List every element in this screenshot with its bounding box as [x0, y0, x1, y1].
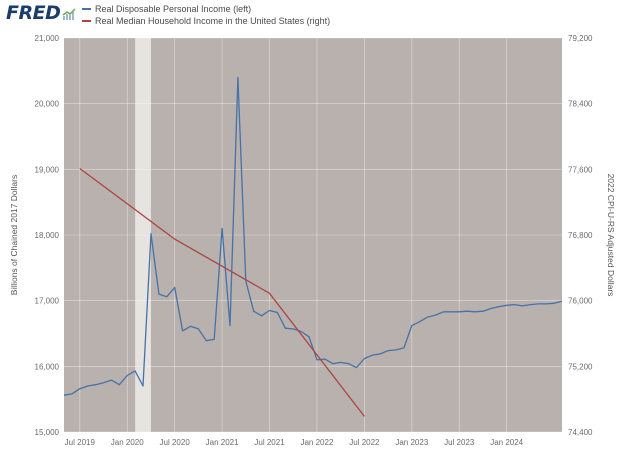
- y-right-tick-label: 78,400: [568, 100, 593, 109]
- y-left-tick-label: 21,000: [35, 34, 60, 43]
- x-tick-label: Jan 2020: [111, 438, 144, 447]
- y-axis-right-title: 2022 CPI-U-RS Adjusted Dollars: [606, 174, 616, 297]
- legend-label-left: Real Disposable Personal Income (left): [95, 4, 252, 14]
- y-left-tick-label: 19,000: [35, 165, 60, 174]
- x-tick-label: Jul 2019: [65, 438, 96, 447]
- series-line-disposable-income: [63, 76, 563, 396]
- y-right-tick-label: 79,200: [568, 34, 593, 43]
- logo-text: FRED: [6, 2, 61, 24]
- chart-trend-icon: [62, 8, 77, 21]
- y-right-tick-label: 74,400: [568, 428, 593, 437]
- x-tick-label: Jan 2021: [206, 438, 239, 447]
- legend-swatch-red: [82, 20, 91, 22]
- y-right-tick-label: 76,800: [568, 231, 593, 240]
- legend-item-left-series[interactable]: Real Disposable Personal Income (left): [82, 3, 330, 15]
- y-left-tick-label: 16,000: [35, 362, 60, 371]
- x-tick-label: Jan 2022: [300, 438, 333, 447]
- x-tick-label: Jul 2023: [444, 438, 475, 447]
- y-axis-left-title: Billions of Chained 2017 Dollars: [9, 175, 19, 296]
- y-left-tick-label: 15,000: [35, 428, 60, 437]
- y-left-tick-label: 20,000: [35, 100, 60, 109]
- legend-swatch-blue: [82, 8, 91, 10]
- chart-legend: Real Disposable Personal Income (left) R…: [82, 3, 330, 27]
- chart-header: FRED Real Disposable Personal Income (le…: [0, 0, 620, 34]
- x-tick-label: Jan 2024: [490, 438, 523, 447]
- y-right-tick-label: 76,000: [568, 297, 593, 306]
- y-left-tick-label: 18,000: [35, 231, 60, 240]
- x-tick-label: Jul 2022: [349, 438, 380, 447]
- y-left-tick-label: 17,000: [35, 297, 60, 306]
- legend-item-right-series[interactable]: Real Median Household Income in the Unit…: [82, 15, 330, 27]
- y-right-tick-label: 77,600: [568, 165, 593, 174]
- series-line-median-household-income: [79, 167, 365, 417]
- x-tick-label: Jul 2021: [254, 438, 285, 447]
- x-tick-label: Jan 2023: [395, 438, 428, 447]
- y-right-tick-label: 75,200: [568, 362, 593, 371]
- fred-logo[interactable]: FRED: [6, 2, 77, 25]
- x-tick-label: Jul 2020: [160, 438, 191, 447]
- legend-label-right: Real Median Household Income in the Unit…: [95, 16, 331, 26]
